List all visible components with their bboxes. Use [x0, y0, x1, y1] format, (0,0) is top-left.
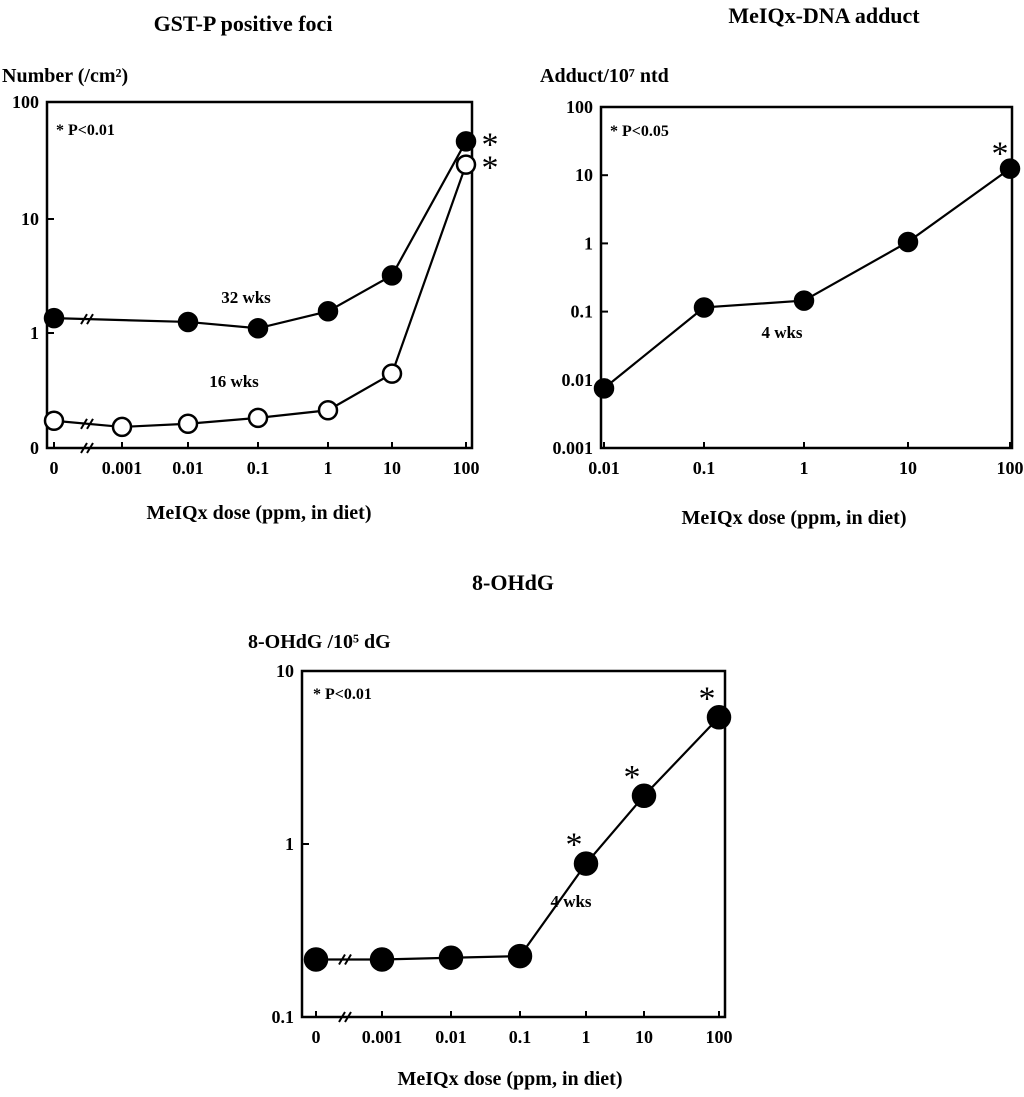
x-axis-label: MeIQx dose (ppm, in diet) [682, 507, 907, 529]
y-tick-label-1: 1 [285, 834, 294, 854]
y-tick-label-0-001: 0.001 [553, 438, 594, 458]
data-point-4-wks-0-01 [438, 945, 464, 971]
significance-note: * P<0.05 [610, 123, 669, 140]
x-tick-label-10: 10 [635, 1027, 653, 1047]
data-point-16-wks-0 [43, 410, 65, 431]
significance-star: * [624, 759, 641, 796]
y-tick-label-1: 1 [30, 323, 39, 343]
significance-star: * [566, 827, 583, 864]
y-tick-label-10: 10 [276, 661, 294, 681]
x-tick-label-0-1: 0.1 [247, 458, 270, 478]
x-tick-label-10: 10 [383, 458, 401, 478]
data-point-4-wks-1 [793, 290, 815, 311]
y-tick-label-0: 0 [30, 438, 39, 458]
chart-gst-p-foci: GST-P positive foci Number (/cm²) * P<0.… [2, 11, 499, 524]
y-axis-label: Number (/cm²) [2, 65, 128, 87]
x-tick-label-0-001: 0.001 [102, 458, 143, 478]
y-tick-label-10: 10 [21, 209, 39, 229]
significance-star: * [992, 136, 1009, 173]
x-tick-label-0-1: 0.1 [509, 1027, 532, 1047]
data-point-16-wks-0-001 [111, 416, 133, 438]
x-tick-label-10: 10 [899, 458, 917, 478]
x-tick-label-0-01: 0.01 [172, 458, 204, 478]
y-tick-label-100: 100 [12, 92, 39, 112]
series-label-32wks: 32 wks [221, 288, 271, 307]
plot-frame [45, 100, 474, 450]
data-point-32-wks-1 [317, 301, 339, 322]
line-break-mark [338, 953, 346, 966]
axis-break-mark [80, 442, 88, 454]
y-tick-label-10: 10 [575, 165, 593, 185]
x-tick-label-1: 1 [800, 458, 809, 478]
chart-title: GST-P positive foci [154, 11, 333, 36]
data-point-4-wks-1 [573, 851, 599, 876]
x-tick-label-1: 1 [324, 458, 333, 478]
chart-title: 8-OHdG [472, 570, 554, 595]
line-break-mark [86, 313, 94, 325]
chart-title: MeIQx-DNA adduct [728, 3, 920, 28]
series-label-4wks: 4 wks [761, 323, 802, 342]
x-tick-label-0-01: 0.01 [588, 458, 620, 478]
x-axis-label: MeIQx dose (ppm, in diet) [147, 502, 372, 524]
data-point-16-wks-1 [317, 400, 339, 421]
series-line-32-wks [53, 140, 467, 330]
data-point-32-wks-0 [43, 307, 65, 329]
data-point-4-wks-10 [631, 783, 657, 809]
line-break-mark [80, 313, 88, 325]
data-point-4-wks-0-01 [593, 378, 615, 399]
x-tick-label-100: 100 [453, 458, 480, 478]
data-point-32-wks-0-01 [177, 311, 199, 333]
data-point-4-wks-0-1 [693, 297, 715, 318]
significance-note: * P<0.01 [56, 122, 115, 139]
line-break-mark [86, 418, 94, 430]
x-axis-label: MeIQx dose (ppm, in diet) [398, 1068, 623, 1090]
x-tick-label-0: 0 [50, 458, 59, 478]
line-break-mark [344, 953, 352, 966]
x-tick-label-1: 1 [582, 1027, 591, 1047]
x-tick-label-0: 0 [312, 1027, 321, 1047]
data-point-16-wks-0-01 [177, 413, 199, 434]
data-point-32-wks-100 [455, 131, 477, 152]
data-point-4-wks-0-1 [507, 943, 533, 969]
data-point-16-wks-10 [381, 363, 403, 384]
data-point-32-wks-10 [381, 265, 403, 286]
y-axis-label: Adduct/10⁷ ntd [540, 65, 669, 87]
x-tick-label-0-1: 0.1 [693, 458, 716, 478]
data-point-4-wks-0 [303, 947, 329, 972]
y-tick-label-100: 100 [566, 97, 593, 117]
plot-frame [599, 105, 1014, 450]
y-tick-label-1: 1 [584, 233, 593, 253]
x-tick-label-100: 100 [997, 458, 1024, 478]
significance-star: * [699, 680, 716, 717]
x-tick-label-100: 100 [706, 1027, 733, 1047]
data-point-4-wks-100 [999, 158, 1021, 179]
series-label-16wks: 16 wks [209, 372, 259, 391]
data-point-4-wks-100 [706, 705, 732, 730]
x-tick-label-0-001: 0.001 [362, 1027, 403, 1047]
line-break-mark [80, 418, 88, 430]
axis-break-mark [344, 1011, 352, 1023]
y-tick-label-0-1: 0.1 [571, 302, 594, 322]
y-tick-label-0-01: 0.01 [562, 370, 594, 390]
axis-break-mark [86, 442, 94, 454]
axis-break-mark [338, 1011, 346, 1023]
significance-star: * [482, 150, 499, 187]
data-point-16-wks-100 [455, 154, 477, 175]
significance-star: * [482, 126, 499, 163]
chart-8-ohdg: 8-OHdG 8-OHdG /10⁵ dG * P<0.01 MeIQx dos… [248, 570, 733, 1090]
chart-meiqx-dna-adduct: MeIQx-DNA adduct Adduct/10⁷ ntd * P<0.05… [540, 3, 1024, 529]
data-point-4-wks-0-001 [369, 947, 395, 972]
series-label-4wks: 4 wks [550, 892, 591, 911]
data-point-16-wks-0-1 [247, 407, 269, 429]
y-axis-label: 8-OHdG /10⁵ dG [248, 631, 391, 653]
data-point-4-wks-10 [897, 231, 919, 253]
y-tick-label-0-1: 0.1 [272, 1007, 295, 1027]
series-line-4-wks [603, 167, 1011, 390]
x-tick-label-0-01: 0.01 [435, 1027, 467, 1047]
data-point-32-wks-0-1 [247, 318, 269, 339]
significance-note: * P<0.01 [313, 686, 372, 703]
series-line-4-wks [316, 716, 720, 961]
